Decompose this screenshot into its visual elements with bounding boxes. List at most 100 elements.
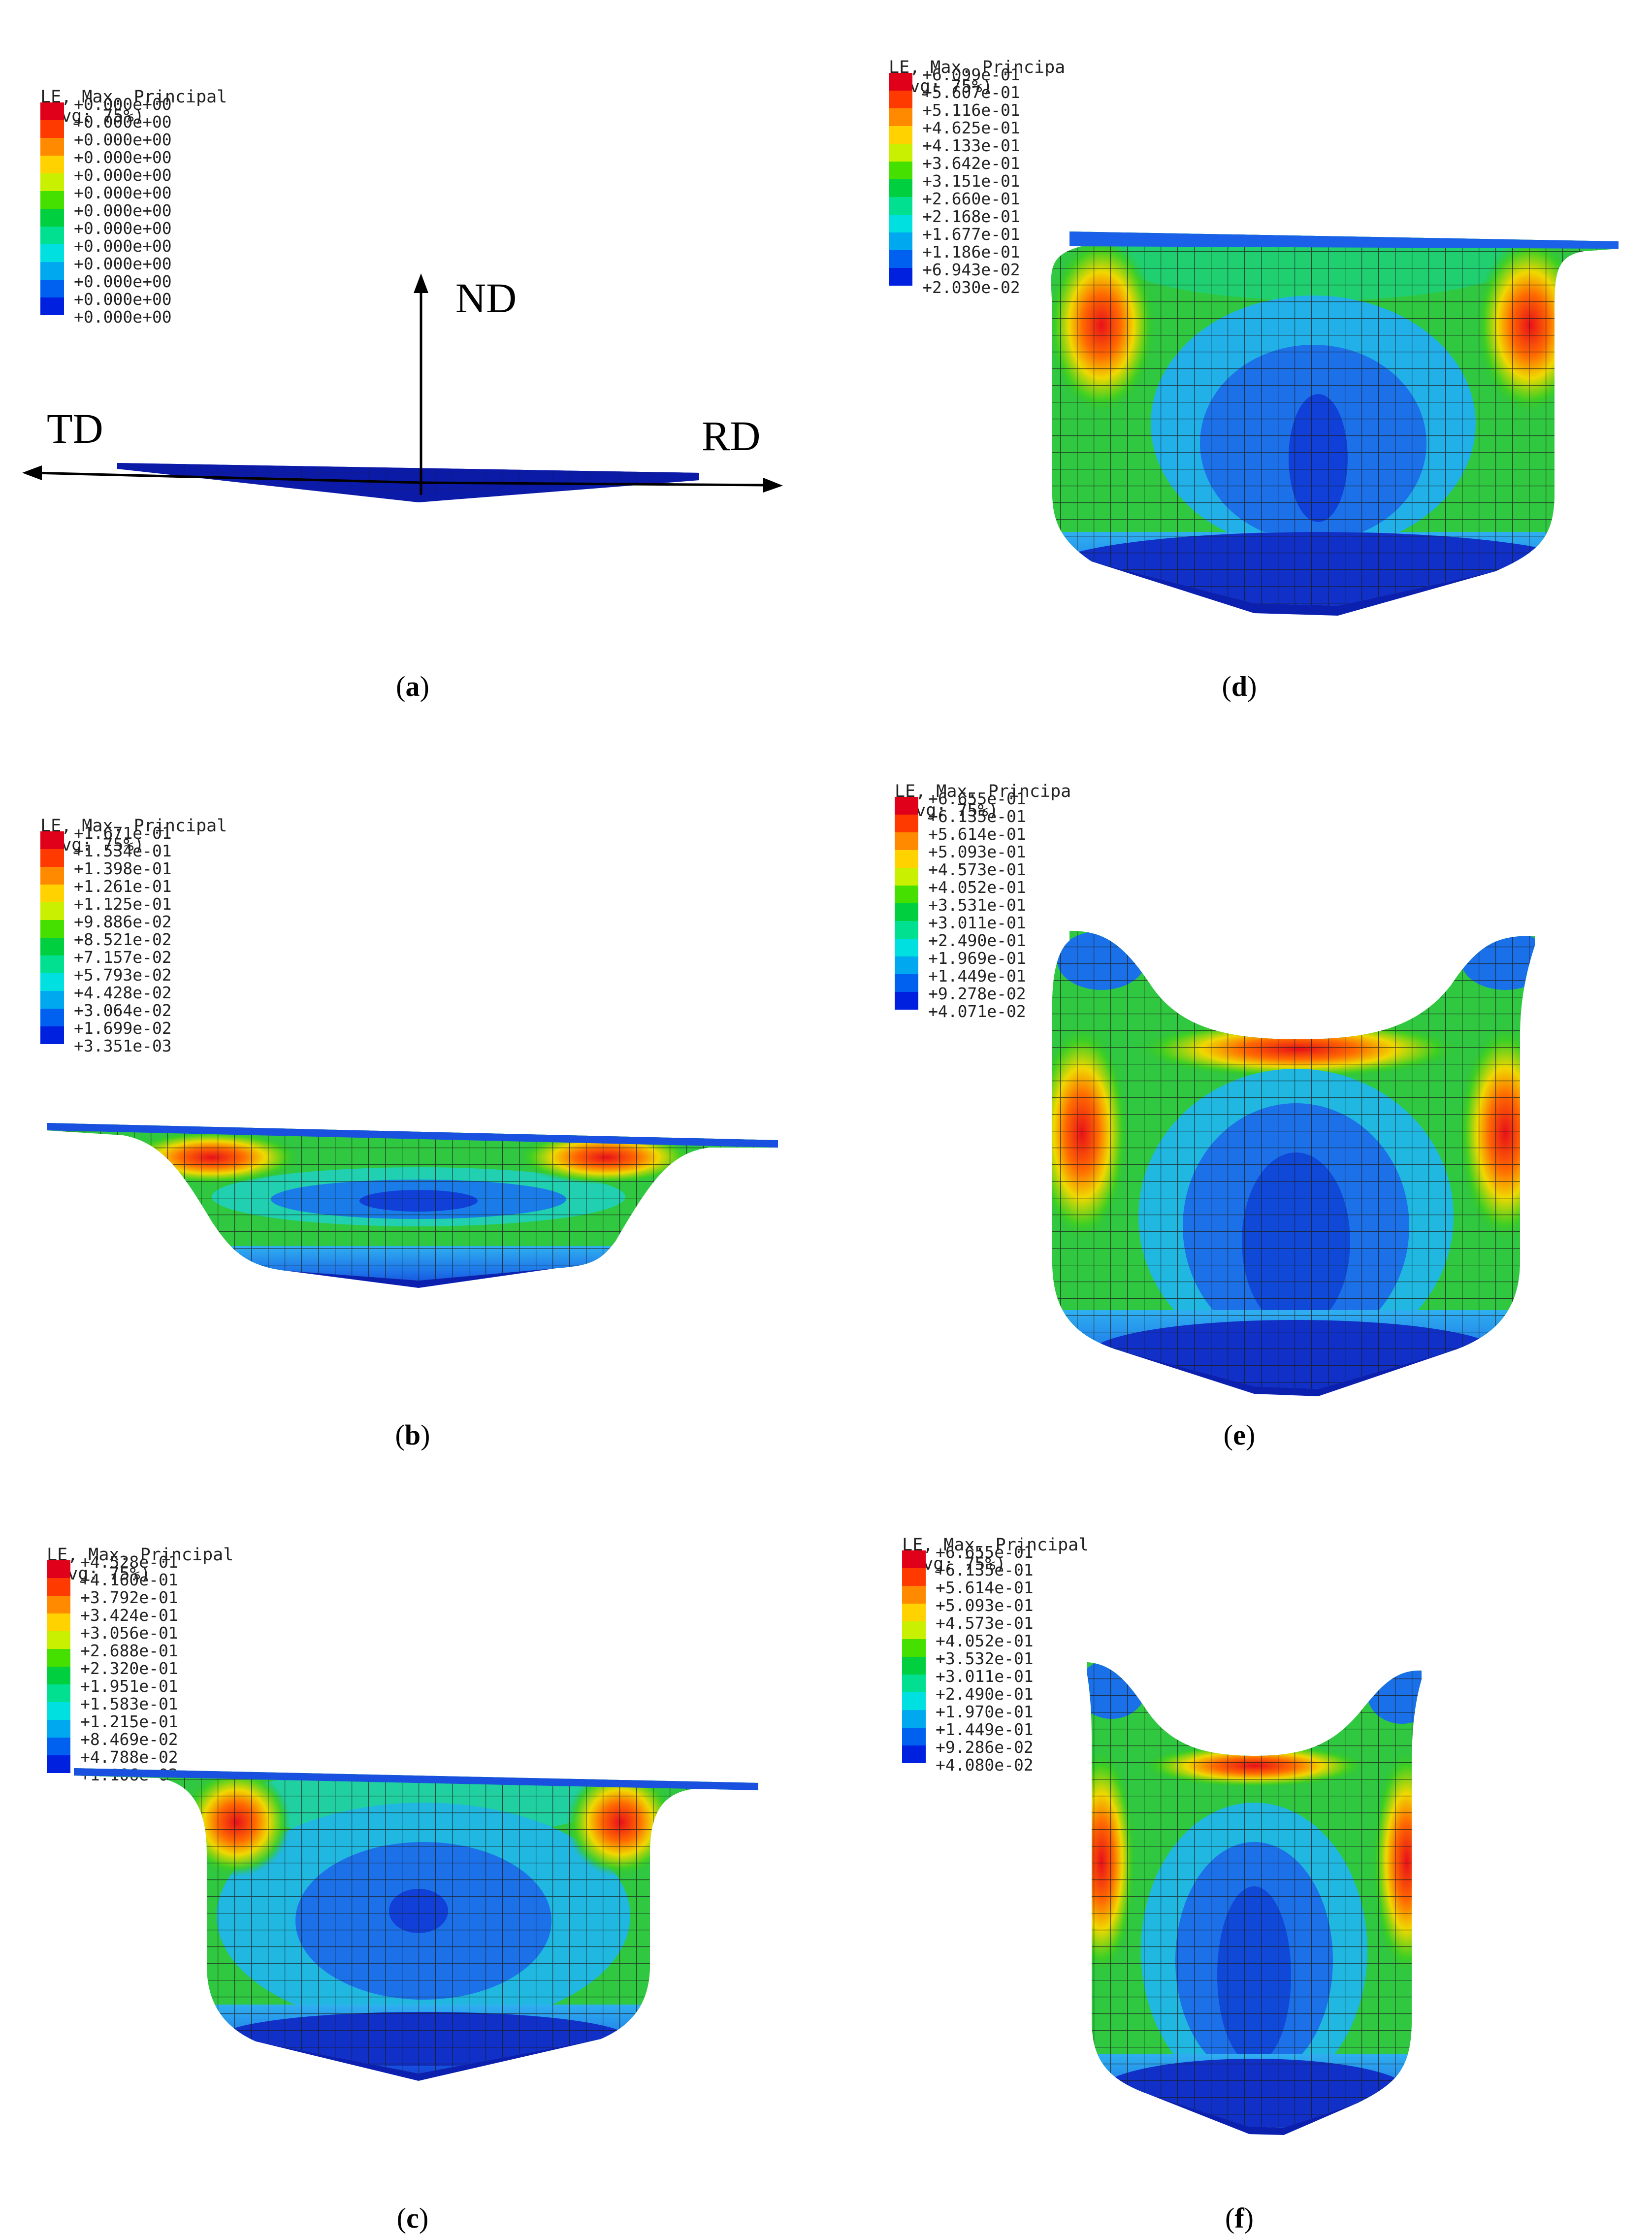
legend-value: +0.000e+00: [74, 219, 172, 238]
legend-value: +3.424e-01: [80, 1606, 178, 1625]
legend-value: +3.011e-01: [936, 1667, 1034, 1686]
legend-swatch: [40, 262, 64, 280]
legend-swatch: [895, 850, 918, 868]
legend-value: +5.793e-02: [74, 965, 172, 985]
legend-value: +0.000e+00: [74, 148, 172, 167]
nd-axis-label: ND: [455, 274, 517, 322]
td-axis-label: TD: [47, 405, 103, 452]
legend-swatch: [895, 921, 918, 939]
legend-value: +1.449e-01: [936, 1720, 1034, 1739]
legend-values: +4.528e-01 +4.160e-01 +3.792e-01 +3.424e-01…: [80, 1553, 178, 1784]
td-axis-arrow: [34, 471, 421, 484]
legend-values: +6.099e-01 +5.607e-01 +5.116e-01 +4.625e-01…: [922, 66, 1020, 296]
legend-value: +3.642e-01: [922, 154, 1020, 173]
legend-swatch: [889, 73, 912, 91]
deep-drawn-cup-model: [1051, 231, 1619, 616]
legend-swatch: [40, 280, 64, 297]
legend-value: +6.099e-01: [922, 65, 1020, 84]
legend-value: +4.052e-01: [928, 878, 1026, 897]
caption-b: (b): [395, 1419, 430, 1451]
legend-swatch: [40, 1026, 64, 1044]
legend-swatch: [889, 197, 912, 215]
legend-value: +1.125e-01: [74, 894, 172, 914]
legend-value: +1.534e-01: [74, 841, 172, 860]
legend-swatch: [40, 920, 64, 938]
legend-swatch: [902, 1657, 926, 1675]
legend-swatch: [889, 179, 912, 197]
legend-colorbar: [47, 1560, 70, 1773]
legend-swatch: [47, 1649, 70, 1667]
legend-value: +0.000e+00: [74, 201, 172, 220]
legend-value: +1.186e-01: [922, 242, 1020, 262]
legend-value: +1.583e-01: [80, 1694, 178, 1713]
legend-swatch: [40, 831, 64, 849]
legend-value: +6.943e-02: [922, 260, 1020, 279]
legend-value: +3.151e-01: [922, 171, 1020, 191]
legend-value: +3.056e-01: [80, 1623, 178, 1643]
legend-value: +9.286e-02: [936, 1738, 1034, 1757]
legend-value: +5.093e-01: [936, 1596, 1034, 1615]
legend-value: +1.215e-01: [80, 1712, 178, 1731]
legend-value: +0.000e+00: [74, 236, 172, 256]
legend-swatch: [40, 991, 64, 1009]
legend-swatch: [902, 1675, 926, 1692]
legend-value: +0.000e+00: [74, 307, 172, 327]
legend-swatch: [47, 1613, 70, 1631]
legend-swatch: [40, 191, 64, 209]
legend-value: +2.490e-01: [928, 931, 1026, 950]
legend-swatch: [40, 955, 64, 973]
legend-swatch: [40, 209, 64, 227]
legend-swatch: [889, 215, 912, 232]
legend-value: +1.449e-01: [928, 966, 1026, 986]
legend-values: +0.000e+00 +0.000e+00 +0.000e+00 +0.000e+00…: [74, 96, 172, 326]
legend-value: +8.469e-02: [80, 1730, 178, 1749]
legend-title: LE, Max. Principal (Avg: 75%): [40, 87, 227, 126]
legend-value: +4.071e-02: [928, 1002, 1026, 1021]
legend-swatch: [889, 268, 912, 286]
legend-value: +0.000e+00: [74, 95, 172, 114]
legend-value: +3.064e-02: [74, 1001, 172, 1020]
legend-swatch: [47, 1596, 70, 1613]
legend-swatch: [40, 902, 64, 920]
legend-swatch: [40, 120, 64, 138]
legend-colorbar: [902, 1550, 926, 1763]
legend-value: +7.157e-02: [74, 948, 172, 967]
legend-values: +1.671e-01 +1.534e-01 +1.398e-01 +1.261e-01…: [74, 824, 172, 1055]
legend-value: +1.970e-01: [936, 1702, 1034, 1721]
legend-value: +2.490e-01: [936, 1684, 1034, 1704]
legend-swatch: [47, 1578, 70, 1596]
legend-swatch: [895, 903, 918, 921]
legend-swatch: [889, 91, 912, 108]
panel-f: LE, Max. Principal (Avg: 75%) +6.655e-01 +…: [826, 1478, 1652, 2237]
legend-swatch: [895, 832, 918, 850]
legend-value: +1.671e-01: [74, 823, 172, 843]
legend-value: +0.000e+00: [74, 130, 172, 149]
legend-swatch: [895, 992, 918, 1010]
legend-swatch: [895, 868, 918, 886]
panel-c: LE, Max. Principal (Avg: 75%) +4.528e-01 +…: [0, 1478, 826, 2237]
legend-value: +5.614e-01: [928, 824, 1026, 844]
legend-swatch: [895, 939, 918, 956]
legend-value: +2.030e-02: [922, 278, 1020, 297]
legend-swatch: [40, 102, 64, 120]
legend-swatch: [47, 1631, 70, 1649]
caption-f: (f): [1225, 2202, 1254, 2234]
caption-c: (c): [396, 2202, 429, 2234]
blank-sheet-model: [22, 273, 783, 502]
legend-swatch: [40, 297, 64, 315]
panel-e: LE, Max. Principa (Avg: 75%) +6.655e-01 +6…: [826, 729, 1652, 1478]
legend-value: +2.688e-01: [80, 1641, 178, 1660]
legend-value: +0.000e+00: [74, 183, 172, 202]
legend-value: +3.351e-03: [74, 1036, 172, 1055]
legend-value: +1.951e-01: [80, 1677, 178, 1696]
legend-value: +0.000e+00: [74, 272, 172, 291]
legend-value: +5.093e-01: [928, 842, 1026, 861]
legend-value: +4.573e-01: [928, 860, 1026, 879]
legend-value: +3.532e-01: [936, 1649, 1034, 1668]
legend-swatch: [40, 973, 64, 991]
legend-value: +0.000e+00: [74, 165, 172, 185]
legend-value: +6.135e-01: [928, 807, 1026, 826]
legend-swatch: [895, 886, 918, 903]
legend-values: +6.655e-01 +6.135e-01 +5.614e-01 +5.093e-01…: [928, 790, 1026, 1020]
legend-swatch: [47, 1684, 70, 1702]
